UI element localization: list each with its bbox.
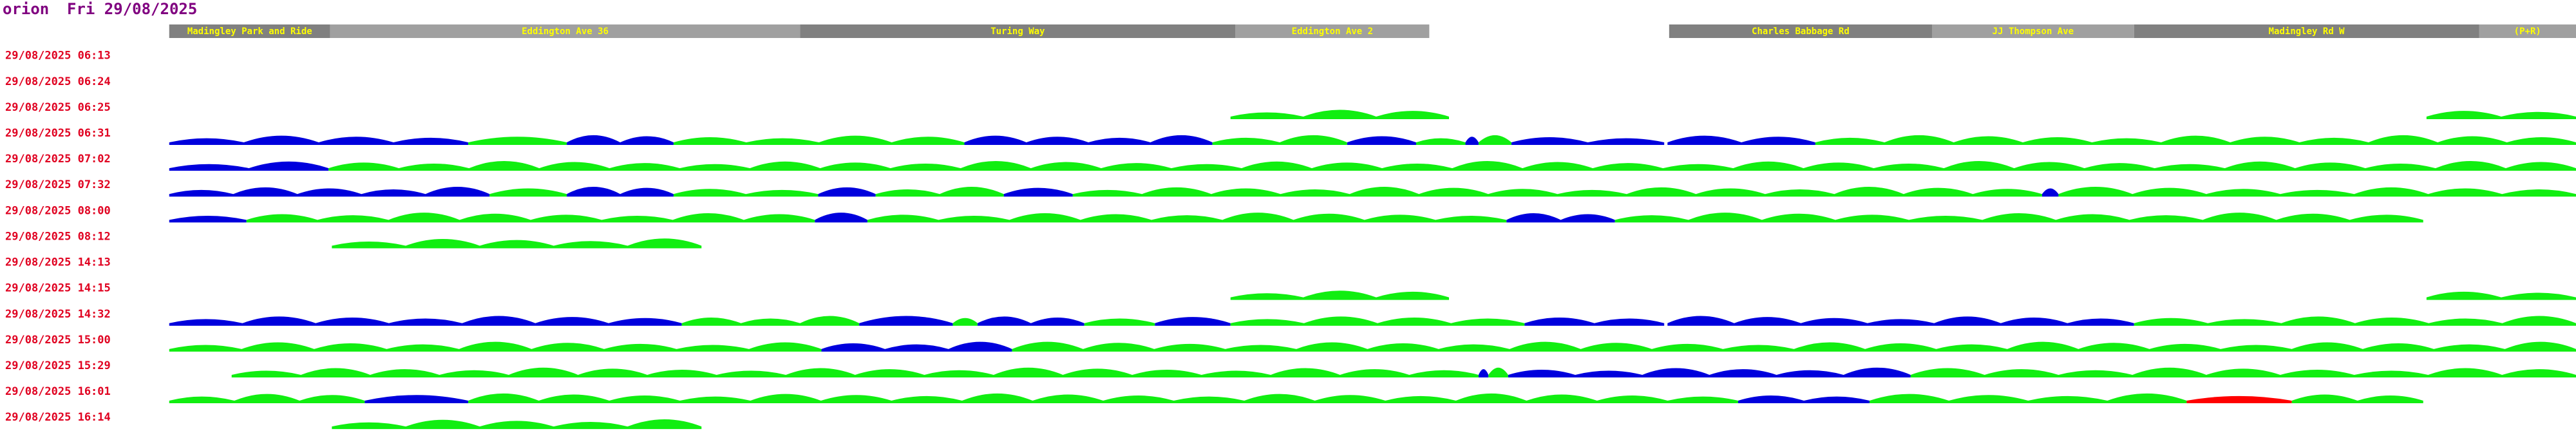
speed-segment xyxy=(169,394,365,404)
speed-segment xyxy=(1506,213,1615,223)
speed-segment xyxy=(2041,188,2059,197)
row-label: 29/08/2025 15:29 xyxy=(5,359,111,372)
speed-segment xyxy=(1524,317,1665,326)
speed-segment xyxy=(1478,369,1489,377)
stop-bar xyxy=(330,24,800,38)
stop-label: Madingley Park and Ride xyxy=(187,26,312,37)
speed-segment xyxy=(2426,111,2576,119)
speed-segment xyxy=(169,161,329,171)
speed-segment xyxy=(821,341,1012,352)
row-label: 29/08/2025 06:24 xyxy=(5,75,111,88)
speed-segment xyxy=(567,187,674,197)
speed-segment xyxy=(1072,187,2042,197)
stop-label: Eddington Ave 2 xyxy=(1292,26,1373,37)
title: orion xyxy=(3,0,49,18)
row-label: 29/08/2025 08:12 xyxy=(5,230,111,243)
speed-segment xyxy=(1084,318,1155,326)
speed-segment xyxy=(1910,367,2576,377)
speed-segment xyxy=(673,135,965,146)
speed-segment xyxy=(1012,341,2576,352)
speed-segment xyxy=(1230,110,1449,119)
speed-segment xyxy=(332,238,702,249)
speed-segment xyxy=(1003,187,1073,197)
speed-segment xyxy=(2058,187,2576,197)
speed-segment xyxy=(681,316,860,326)
stop-bar xyxy=(1932,24,2134,38)
speed-segment xyxy=(169,316,682,326)
stop-label: Eddington Ave 36 xyxy=(522,26,609,37)
speed-segment xyxy=(2186,395,2292,404)
speed-segment xyxy=(1416,138,1466,146)
speed-segment xyxy=(2134,316,2576,326)
speed-segment xyxy=(169,135,469,146)
row-label: 29/08/2025 16:14 xyxy=(5,411,111,424)
row-label: 29/08/2025 07:02 xyxy=(5,153,111,166)
row-label: 29/08/2025 14:13 xyxy=(5,256,111,269)
stop-bar xyxy=(169,24,330,38)
speed-segment xyxy=(673,189,819,197)
speed-segment xyxy=(875,187,1004,197)
speed-segment xyxy=(1511,137,1665,146)
row-label: 29/08/2025 08:00 xyxy=(5,204,111,217)
stop-label: Charles Babbage Rd xyxy=(1752,26,1850,37)
row-label: 29/08/2025 06:31 xyxy=(5,127,111,140)
stop-bar xyxy=(2134,24,2479,38)
speed-segment xyxy=(1230,290,1449,300)
speed-segment xyxy=(567,135,674,146)
row-label: 29/08/2025 06:13 xyxy=(5,50,111,62)
speed-segment xyxy=(1465,137,1479,146)
speed-segment xyxy=(1815,135,2576,146)
stop-label: Madingley Rd W xyxy=(2269,26,2345,37)
speed-segment xyxy=(1347,136,1416,146)
speed-segment xyxy=(1488,367,1508,377)
speed-segment xyxy=(1870,393,2187,404)
speed-segment xyxy=(468,393,1738,404)
row-label: 29/08/2025 06:25 xyxy=(5,101,111,114)
row-label: 29/08/2025 14:32 xyxy=(5,308,111,321)
speed-segment xyxy=(468,137,567,146)
speed-segment xyxy=(1738,395,1870,404)
speed-segment xyxy=(964,135,1213,146)
date: Fri 29/08/2025 xyxy=(67,0,197,18)
speed-segment xyxy=(332,419,702,430)
row-label: 29/08/2025 07:32 xyxy=(5,178,111,191)
speed-segment xyxy=(1155,317,1231,326)
stop-bar xyxy=(1235,24,1430,38)
row-label: 29/08/2025 16:01 xyxy=(5,385,111,398)
speed-segment xyxy=(815,213,867,223)
speed-segment xyxy=(859,316,953,326)
speed-segment xyxy=(246,213,815,223)
speed-segment xyxy=(169,341,822,352)
stop-bar xyxy=(2479,24,2576,38)
speed-segment xyxy=(1230,316,1525,326)
stop-label: JJ Thompson Ave xyxy=(1993,26,2074,37)
stop-bar xyxy=(1669,24,1932,38)
row-label: 29/08/2025 15:00 xyxy=(5,334,111,347)
speed-segment xyxy=(1508,367,1911,377)
speed-segment xyxy=(231,367,1479,377)
speed-segment xyxy=(169,215,247,223)
speed-segment xyxy=(818,187,876,197)
speed-segment xyxy=(365,395,469,404)
speed-segment xyxy=(977,316,1084,326)
stop-label: Turing Way xyxy=(990,26,1045,37)
speed-segment xyxy=(1667,316,2134,326)
speed-segment xyxy=(1212,135,1347,146)
speed-segment xyxy=(952,318,978,326)
speed-segment xyxy=(1615,213,2423,223)
speed-segment xyxy=(2426,291,2576,300)
speed-segment xyxy=(328,160,2576,171)
speed-segment xyxy=(169,187,490,197)
stop-bar xyxy=(800,24,1236,38)
speed-segment xyxy=(1667,135,1815,146)
speed-segment xyxy=(489,188,567,197)
speed-segment xyxy=(2291,394,2423,404)
stop-label: (P+R) xyxy=(2514,26,2541,37)
speed-segment xyxy=(1478,135,1511,146)
speed-segment xyxy=(867,213,1507,223)
row-label: 29/08/2025 14:15 xyxy=(5,282,111,295)
